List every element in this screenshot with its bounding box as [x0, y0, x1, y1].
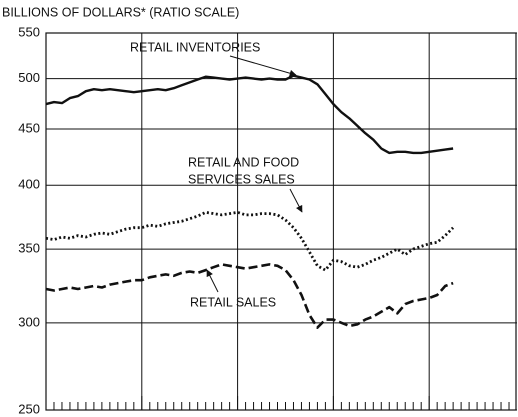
series-annotation: RETAIL AND FOOD [188, 155, 299, 169]
y-tick-label: 450 [18, 120, 40, 135]
series-line [45, 210, 455, 272]
series-annotation: RETAIL SALES [190, 295, 276, 309]
annotation-arrow [289, 188, 303, 213]
y-tick-label: 300 [18, 314, 40, 329]
y-axis-title: BILLIONS OF DOLLARS* (RATIO SCALE) [2, 5, 239, 19]
y-tick-label: 250 [18, 401, 40, 416]
y-tick-label: 400 [18, 177, 40, 192]
series-annotation: SERVICES SALES [188, 172, 295, 186]
series-line [45, 74, 454, 155]
series-line [45, 263, 454, 329]
y-tick-label: 500 [18, 70, 40, 85]
y-tick-label: 350 [18, 241, 40, 256]
annotation-arrow [206, 269, 219, 293]
y-tick-label: 550 [18, 24, 40, 39]
annotation-arrow [229, 55, 297, 77]
series-annotation: RETAIL INVENTORIES [130, 40, 260, 54]
